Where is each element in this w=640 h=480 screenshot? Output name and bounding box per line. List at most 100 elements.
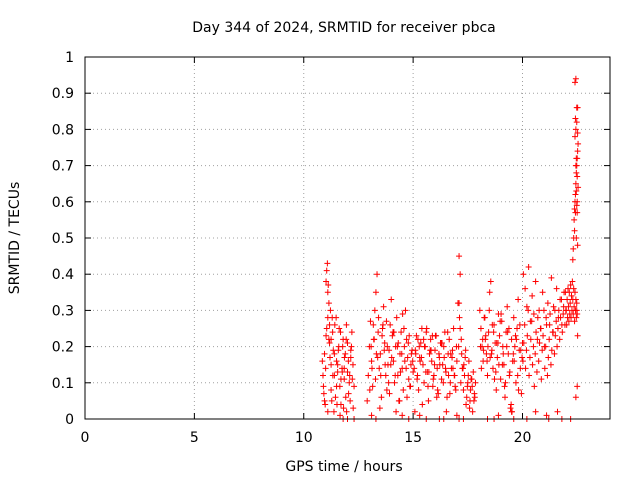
data-point xyxy=(375,329,382,336)
data-point xyxy=(416,412,423,419)
data-point xyxy=(443,408,450,415)
data-point xyxy=(453,358,460,365)
data-point xyxy=(529,361,536,368)
data-point xyxy=(444,329,451,336)
data-point xyxy=(519,354,526,361)
data-point xyxy=(572,79,578,86)
data-point xyxy=(567,282,574,289)
data-point xyxy=(428,347,435,354)
data-point xyxy=(386,390,393,397)
data-point xyxy=(480,347,487,354)
data-point xyxy=(330,347,337,354)
data-point xyxy=(446,336,453,343)
data-point xyxy=(502,379,509,386)
data-point xyxy=(331,350,338,357)
data-point xyxy=(343,336,350,343)
data-point xyxy=(520,271,527,278)
data-point xyxy=(505,350,512,357)
data-point xyxy=(337,329,344,336)
data-point xyxy=(322,401,329,408)
data-point xyxy=(573,202,580,209)
data-point xyxy=(566,289,573,296)
data-point xyxy=(567,300,574,307)
data-point xyxy=(456,300,463,307)
data-point xyxy=(465,372,472,379)
data-point xyxy=(341,365,348,372)
data-point xyxy=(544,300,551,307)
data-point xyxy=(547,311,554,318)
data-point xyxy=(381,339,388,346)
data-point xyxy=(349,376,356,383)
data-point xyxy=(570,245,577,252)
data-point xyxy=(390,329,396,336)
data-point xyxy=(417,358,424,365)
data-point xyxy=(319,358,326,365)
data-point xyxy=(554,325,561,332)
data-point xyxy=(452,387,459,394)
data-point xyxy=(498,311,505,318)
data-point xyxy=(539,289,546,296)
data-point xyxy=(442,365,449,372)
data-point xyxy=(553,318,560,325)
data-point xyxy=(521,321,528,328)
data-point xyxy=(364,397,371,404)
data-point xyxy=(536,339,543,346)
data-point xyxy=(344,339,351,346)
data-point xyxy=(507,405,514,412)
x-tick-label: 15 xyxy=(404,430,422,446)
x-tick-label: 5 xyxy=(190,430,199,446)
data-point xyxy=(495,361,502,368)
data-point xyxy=(400,387,407,394)
y-tick-label: 0.6 xyxy=(52,195,74,211)
data-point xyxy=(458,350,465,357)
data-point xyxy=(320,390,327,397)
data-point xyxy=(524,332,531,339)
data-point xyxy=(374,271,381,278)
data-point xyxy=(515,387,522,394)
data-point xyxy=(334,401,340,408)
data-point xyxy=(508,401,515,408)
data-point xyxy=(573,235,580,241)
data-point xyxy=(487,354,494,361)
data-point xyxy=(492,368,499,375)
data-point xyxy=(434,387,441,394)
data-point xyxy=(410,368,417,375)
data-point xyxy=(552,332,559,339)
data-point xyxy=(405,376,412,383)
data-point xyxy=(348,329,355,336)
data-point xyxy=(572,394,579,401)
data-point xyxy=(404,354,411,361)
x-axis-label: GPS time / hours xyxy=(285,459,402,475)
data-point xyxy=(486,307,493,314)
data-point xyxy=(572,162,579,169)
data-point xyxy=(491,376,498,383)
data-point xyxy=(514,325,521,332)
data-point xyxy=(379,321,386,328)
data-point xyxy=(402,307,409,314)
data-point xyxy=(533,368,540,375)
data-point xyxy=(330,408,337,415)
data-point xyxy=(485,329,492,336)
data-point xyxy=(323,332,330,339)
data-point xyxy=(324,289,331,296)
data-point xyxy=(427,336,434,343)
data-point xyxy=(477,343,484,350)
data-point xyxy=(414,336,421,343)
y-tick-label: 0.5 xyxy=(52,231,74,247)
data-point xyxy=(517,347,524,354)
data-point xyxy=(423,325,430,332)
data-point xyxy=(546,336,553,343)
data-point xyxy=(381,347,388,354)
data-point xyxy=(420,336,427,343)
data-point xyxy=(368,358,375,365)
data-point xyxy=(532,278,539,285)
data-point xyxy=(383,387,390,394)
data-point xyxy=(463,401,470,408)
grid xyxy=(85,57,610,419)
data-point xyxy=(378,394,385,401)
data-point xyxy=(484,358,491,365)
y-tick-label: 0.3 xyxy=(52,303,74,319)
data-point xyxy=(320,372,326,379)
data-point xyxy=(568,314,575,321)
data-point xyxy=(520,339,527,346)
